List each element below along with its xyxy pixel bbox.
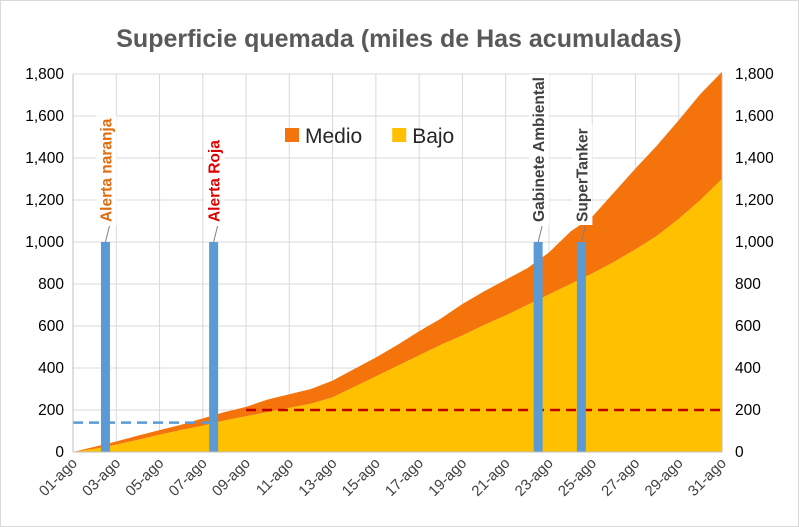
x-tick-4: 09-ago <box>209 455 254 500</box>
event-bar-3 <box>576 242 586 452</box>
legend-label-bajo: Bajo <box>412 125 454 148</box>
y-tick-left-5: 1,000 <box>25 234 64 251</box>
x-tick-1: 03-ago <box>79 455 124 500</box>
event-label-2: Gabinete Ambiental <box>531 77 548 222</box>
event-bar-2 <box>533 242 543 452</box>
x-tick-3: 07-ago <box>166 455 211 500</box>
x-tick-8: 17-ago <box>382 455 427 500</box>
y-tick-right-6: 1,200 <box>735 192 774 209</box>
y-tick-left-6: 1,200 <box>25 192 64 209</box>
y-tick-right-5: 1,000 <box>735 234 774 251</box>
event-bar-0 <box>100 242 110 452</box>
axes <box>72 74 723 453</box>
event-leader-0 <box>104 225 110 243</box>
x-tick-7: 15-ago <box>339 455 384 500</box>
y-tick-left-7: 1,400 <box>25 150 64 167</box>
legend: Medio Bajo <box>285 125 454 148</box>
y-axis-left-ticks: 0 200 400 600 800 1,000 1,200 1,400 1,600 1,800 <box>25 66 64 461</box>
event-label-bg-2 <box>529 74 550 225</box>
x-tick-9: 19-ago <box>425 455 470 500</box>
y-tick-left-3: 600 <box>38 318 64 335</box>
y-tick-right-7: 1,400 <box>735 150 774 167</box>
y-tick-left-2: 400 <box>38 360 64 377</box>
legend-label-medio: Medio <box>305 125 362 148</box>
y-tick-left-9: 1,800 <box>25 66 64 83</box>
y-tick-left-1: 200 <box>38 402 64 419</box>
legend-swatch-medio <box>285 128 299 142</box>
x-tick-13: 27-ago <box>598 455 643 500</box>
event-label-bg-1 <box>204 137 225 225</box>
x-tick-6: 13-ago <box>295 455 340 500</box>
y-tick-right-8: 1,600 <box>735 108 774 125</box>
event-leader-1 <box>213 225 219 243</box>
x-tick-5: 11-ago <box>253 455 297 499</box>
y-tick-right-9: 1,800 <box>735 66 774 83</box>
y-tick-right-2: 400 <box>735 360 761 377</box>
y-tick-right-0: 0 <box>735 444 744 461</box>
event-leader-2 <box>537 225 543 243</box>
series-bajo-area <box>73 179 722 452</box>
area-series <box>73 71 722 453</box>
y-tick-right-4: 800 <box>735 276 761 293</box>
event-label-1: Alerta Roja <box>207 140 224 222</box>
event-label-3: SuperTanker <box>574 128 591 222</box>
x-tick-15: 31-ago <box>685 455 730 500</box>
legend-swatch-bajo <box>392 128 407 142</box>
chart-title: Superficie quemada (miles de Has acumula… <box>116 25 681 53</box>
y-axis-right-ticks: 0 200 400 600 800 1,000 1,200 1,400 1,600 1,800 <box>735 66 774 461</box>
y-tick-left-4: 800 <box>38 276 64 293</box>
event-label-0: Alerta naranja <box>98 118 115 222</box>
x-tick-2: 05-ago <box>122 455 167 500</box>
x-tick-0: 01-ago <box>36 455 81 500</box>
y-tick-right-1: 200 <box>735 402 761 419</box>
x-tick-10: 21-ago <box>468 455 513 500</box>
y-tick-left-8: 1,600 <box>25 108 64 125</box>
reference-lines <box>73 408 722 424</box>
y-tick-left-0: 0 <box>55 444 64 461</box>
event-label-bg-3 <box>572 125 593 225</box>
y-tick-right-3: 600 <box>735 318 761 335</box>
x-tick-14: 29-ago <box>642 455 687 500</box>
event-leader-3 <box>580 225 586 243</box>
series-medio-area <box>73 71 722 453</box>
event-label-bg-0 <box>96 115 117 225</box>
event-markers: Alerta naranja Alerta Roja Gabinete Ambien… <box>96 74 593 452</box>
x-tick-12: 25-ago <box>555 455 600 500</box>
x-tick-11: 23-ago <box>512 455 557 500</box>
event-bar-1 <box>209 242 219 452</box>
